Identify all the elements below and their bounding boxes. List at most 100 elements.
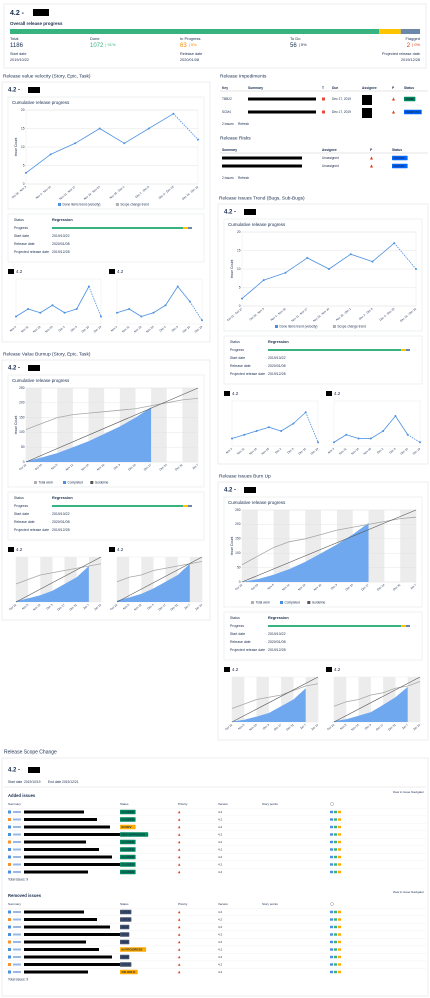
y-tick-label: 5: [239, 285, 241, 289]
x-tick-label: Nov 4: [110, 324, 119, 332]
stat-share: | 91%: [105, 42, 116, 47]
redacted: [244, 209, 256, 215]
trend-point: [369, 437, 372, 440]
status-badge: [120, 939, 130, 945]
y-axis-label: Issue Count: [230, 260, 234, 279]
stat-number: 1186: [10, 43, 24, 49]
section-heading: Release Issues Burn Up: [219, 473, 271, 479]
status-badge: [392, 155, 408, 161]
x-tick-label: Nov 26: [313, 582, 323, 591]
guideline: [241, 509, 417, 583]
x-tick-label: Nov 25: [145, 324, 155, 333]
trend-point: [123, 142, 126, 145]
points-chip: [334, 825, 337, 829]
points-chip: [338, 870, 341, 874]
completed-area: [334, 686, 408, 722]
x-tick-label: Dec 2: [58, 324, 67, 332]
status-badge: [120, 909, 132, 915]
status-badge: [120, 809, 136, 815]
column-header: Version: [218, 802, 228, 806]
trend-segment: [268, 426, 282, 432]
label: Release date: [230, 640, 251, 644]
refresh-link[interactable]: Refresh: [238, 122, 249, 126]
type-icon: [8, 933, 11, 936]
x-tick-label: Dec 16: [297, 446, 307, 455]
redacted: [33, 9, 49, 16]
status-text: CLOSED: [122, 862, 135, 866]
status-badge: [120, 969, 138, 975]
redacted: [24, 925, 110, 929]
info-icon: [330, 902, 334, 906]
status-text: IN PROGRESS: [122, 947, 143, 951]
y-tick-label: 0: [239, 304, 241, 308]
refresh-link[interactable]: Refresh: [238, 176, 249, 180]
y-tick-label: 150: [235, 537, 241, 541]
y-tick-label: 10: [237, 267, 241, 271]
navigator-link[interactable]: View in Issue Navigator: [393, 890, 424, 894]
x-tick-label: Dec 24: [158, 462, 168, 471]
x-tick-label: Nov 18: [350, 446, 360, 455]
priority-icon: [178, 818, 181, 821]
points-chip: [334, 810, 337, 814]
points-chip: [334, 918, 337, 921]
issue-key: [13, 918, 21, 921]
points-chip: [334, 933, 337, 936]
label: 2020/01/08: [180, 58, 199, 62]
trend-segment: [99, 128, 125, 144]
y-tick-label: 0: [239, 580, 241, 584]
trend-segment: [231, 434, 245, 439]
status-text: NEW: [122, 940, 129, 944]
status-text: NEW: [122, 925, 129, 929]
trend-segment: [305, 412, 319, 443]
trend-segment: [244, 430, 257, 436]
section-heading: Release Issues Trend (Bugs, Sub-Bugs): [219, 195, 305, 201]
status-badge: [120, 869, 136, 875]
guideline: [15, 556, 102, 603]
label: Release date: [14, 520, 35, 524]
label: Progress: [14, 504, 28, 508]
priority-icon: [178, 825, 181, 829]
trend-segment: [124, 128, 150, 144]
x-tick-label: Dec 17: [157, 602, 167, 611]
redacted: [224, 667, 230, 672]
trend-segment: [346, 434, 359, 439]
x-tick-label: Dec 17: [360, 582, 370, 591]
redacted: [28, 87, 40, 93]
type-icon: [322, 97, 325, 101]
trend-point: [333, 441, 335, 444]
x-tick-label: Nov 5: [339, 722, 348, 730]
status-badge: [120, 962, 132, 967]
legend-label: Done items trend (velocity): [63, 203, 101, 207]
progress-bar: [268, 625, 408, 627]
y-axis-label: Issue Count: [14, 138, 18, 157]
total-work-line: [241, 516, 417, 566]
y-tick-label: 0: [23, 460, 25, 464]
x-tick-label: Nov 25: [363, 446, 373, 455]
issue-key: [13, 956, 21, 958]
trend-point: [15, 315, 17, 318]
label: 2020/01/08: [52, 242, 70, 246]
trend-point: [63, 311, 66, 314]
trend-point: [292, 422, 295, 425]
trend-segment: [333, 434, 347, 443]
column-header: Status: [392, 148, 402, 152]
redacted: [362, 108, 372, 118]
status-text: CLOSED: [122, 810, 135, 814]
trend-segment: [173, 113, 199, 140]
progress-bar: [268, 349, 408, 351]
points-chip: [334, 840, 337, 844]
points-chip: [330, 918, 333, 921]
progress-segment: [10, 29, 380, 34]
trend-point: [231, 437, 233, 440]
points-chip: [334, 818, 337, 821]
label: To Do: [290, 36, 301, 41]
completed-area: [26, 407, 152, 462]
x-tick-label: Dec 9: [171, 324, 180, 332]
label: 2019/12/28: [268, 372, 286, 376]
status-text: OPEN: [122, 917, 131, 921]
label: End date: [48, 780, 61, 784]
x-tick-label: Oct 22: [18, 462, 27, 471]
navigator-link[interactable]: View in Issue Navigator: [393, 790, 424, 794]
redacted: [24, 970, 88, 974]
trend-point: [164, 304, 167, 307]
